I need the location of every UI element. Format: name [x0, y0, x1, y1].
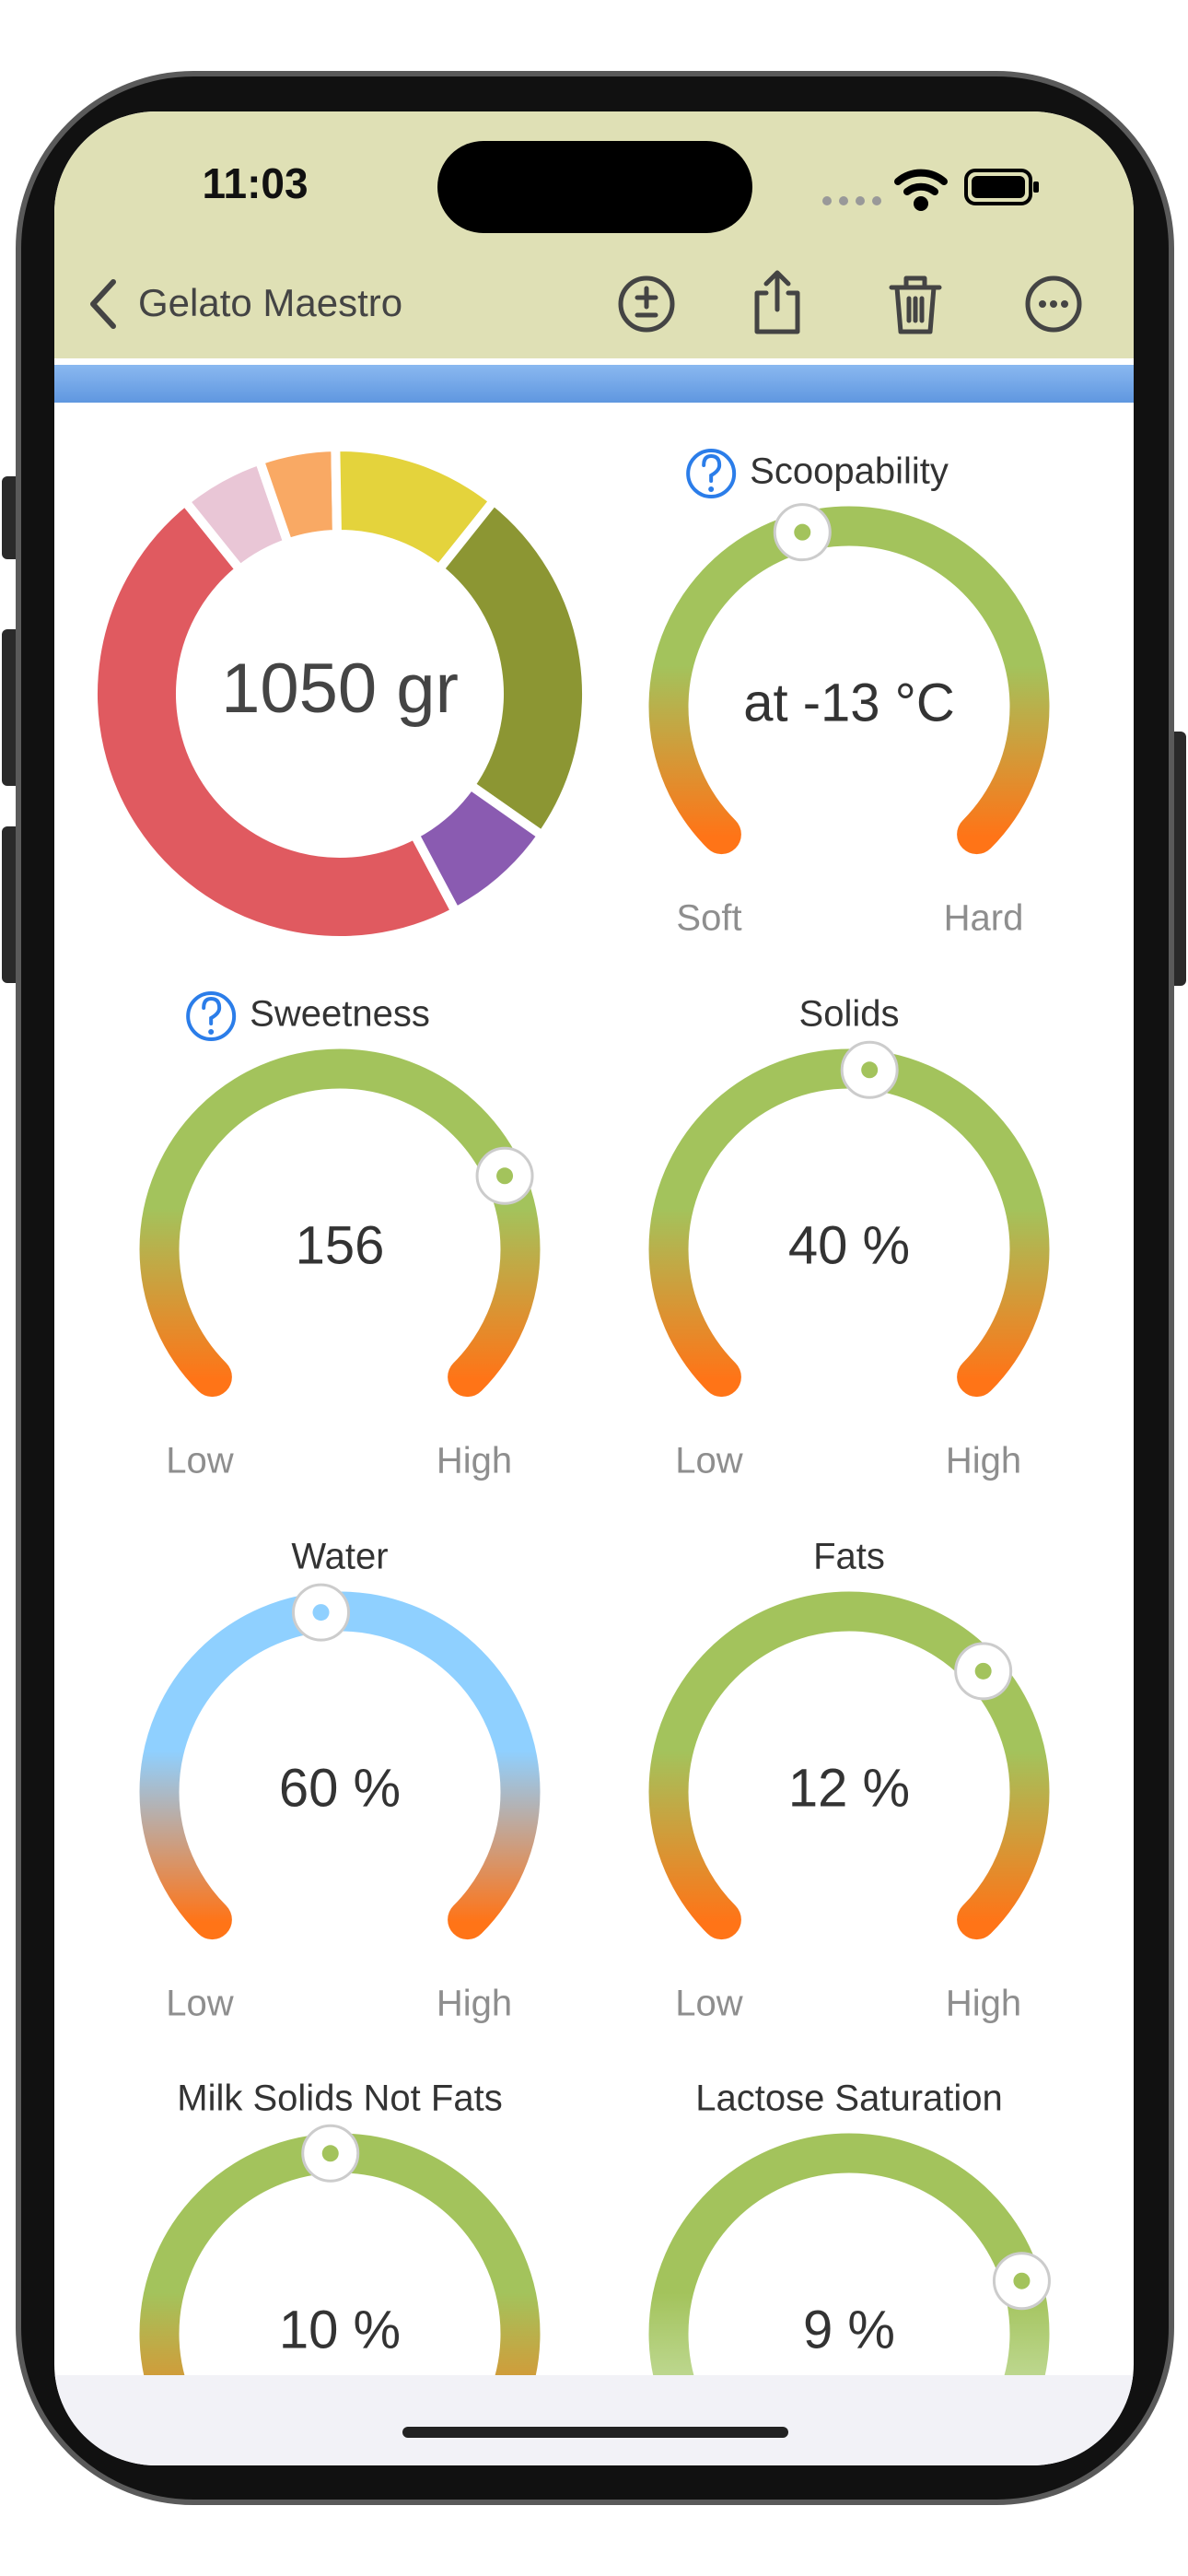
gauge-min-label: Low — [675, 1984, 742, 2024]
help-mark-dot — [208, 1029, 215, 1035]
gauge-min-label: Low — [675, 1441, 742, 1481]
gauge-min-label: Low — [166, 1984, 233, 2024]
battery-level — [972, 176, 1025, 198]
back-chevron[interactable] — [90, 279, 116, 329]
gauge-value: 60 % — [279, 1758, 401, 1818]
gauge-knob-dot — [974, 1662, 992, 1680]
content: 1050 gr Scoopability at -13 °C Soft Hard Swee… — [88, 442, 1051, 2465]
dynamic-island — [437, 141, 752, 233]
blue-bar — [54, 365, 1134, 403]
gauge-value: 9 % — [803, 2300, 895, 2359]
gauge-title: Milk Solids Not Fats — [177, 2078, 502, 2119]
gauge-min-label: Soft — [676, 898, 741, 939]
gauge-knob-dot — [794, 523, 811, 541]
gauge-knob-dot — [321, 2145, 339, 2162]
battery — [964, 169, 1032, 205]
gauge-value: 12 % — [788, 1758, 910, 1818]
wifi-icon — [894, 169, 948, 211]
donut-segment — [88, 497, 460, 945]
gauge-title: Fats — [813, 1537, 885, 1577]
donut-center-label: 1050 gr — [221, 650, 459, 728]
home-indicator[interactable] — [402, 2427, 788, 2438]
gauge-value: 10 % — [279, 2300, 401, 2359]
back-title[interactable]: Gelato Maestro — [138, 281, 402, 324]
gauge-value: 40 % — [788, 1215, 910, 1275]
share-button[interactable] — [754, 270, 800, 334]
gauge-arc — [648, 2133, 1050, 2465]
gauge-min-label: Low — [166, 1441, 233, 1481]
gauge-title: Scoopability — [750, 451, 949, 492]
battery-tip — [1033, 181, 1039, 193]
gauge-value: at -13 °C — [743, 673, 955, 732]
help-mark-dot — [708, 486, 715, 492]
gauge-knob-dot — [861, 1061, 879, 1079]
gauge-knob-dot — [496, 1167, 514, 1185]
status-time: 11:03 — [202, 159, 308, 207]
help-mark — [702, 453, 722, 483]
gauge-title: Solids — [799, 994, 900, 1035]
help-mark — [202, 996, 222, 1025]
gauge-max-label: High — [437, 1984, 512, 2024]
gauge-arc — [648, 1591, 1050, 1940]
screen: 11:03 Gelato Maestro 1050 gr Scoopability… — [54, 111, 1134, 2465]
trash-button[interactable] — [889, 275, 942, 334]
gauge-knob-dot — [312, 1604, 330, 1622]
gauge-max-label: Hard — [944, 898, 1024, 939]
gauge-value: 156 — [296, 1215, 385, 1275]
gauge-arc — [648, 506, 1050, 855]
gauge-knob-dot — [1013, 2272, 1031, 2289]
gauge-arc — [139, 1048, 541, 1398]
help-icon[interactable] — [686, 449, 737, 498]
donut-segment — [410, 780, 547, 917]
gauge-title: Water — [291, 1537, 388, 1577]
help-icon[interactable] — [186, 991, 237, 1041]
gauge-title: Sweetness — [250, 994, 430, 1035]
more-button[interactable] — [1025, 275, 1082, 333]
gauge-max-label: High — [437, 1441, 512, 1481]
donut-segment — [434, 496, 591, 840]
gauge-max-label: High — [946, 1441, 1021, 1481]
gauge-title: Lactose Saturation — [695, 2078, 1003, 2119]
signal — [822, 196, 881, 205]
gauge-max-label: High — [946, 1984, 1021, 2024]
bottom-bar — [54, 2375, 1134, 2465]
plus-minus-button[interactable] — [618, 275, 675, 333]
